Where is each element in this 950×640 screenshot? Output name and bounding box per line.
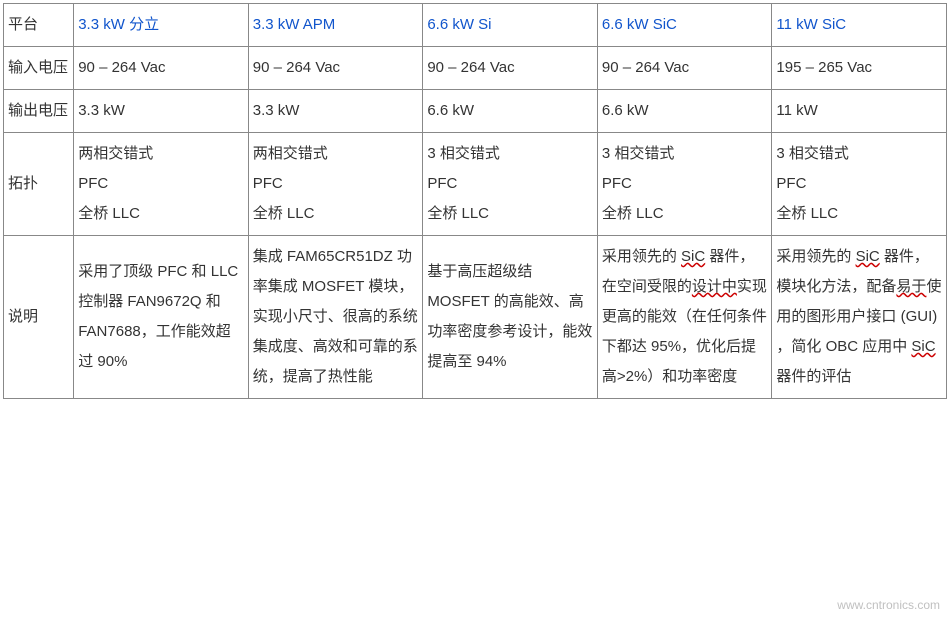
cell: 两相交错式PFC全桥 LLC xyxy=(248,133,423,236)
cell: 6.6 kW Si xyxy=(423,4,598,47)
cell: 90 – 264 Vac xyxy=(423,47,598,90)
cell: 采用领先的 SiC 器件，在空间受限的设计中实现更高的能效（在任何条件下都达 9… xyxy=(597,236,772,399)
table-row: 输出电压 3.3 kW 3.3 kW 6.6 kW 6.6 kW 11 kW xyxy=(4,90,947,133)
row-label: 平台 xyxy=(4,4,74,47)
platform-link[interactable]: 3.3 kW APM xyxy=(253,16,336,33)
row-label: 输入电压 xyxy=(4,47,74,90)
cell: 90 – 264 Vac xyxy=(248,47,423,90)
cell: 3.3 kW xyxy=(74,90,249,133)
cell: 两相交错式PFC全桥 LLC xyxy=(74,133,249,236)
cell: 11 kW xyxy=(772,90,947,133)
cell: 195 – 265 Vac xyxy=(772,47,947,90)
cell: 基于高压超级结 MOSFET 的高能效、高功率密度参考设计，能效提高至 94% xyxy=(423,236,598,399)
cell: 采用了顶级 PFC 和 LLC 控制器 FAN9672Q 和 FAN7688，工… xyxy=(74,236,249,399)
cell: 6.6 kW SiC xyxy=(597,4,772,47)
platform-link[interactable]: 11 kW SiC xyxy=(776,16,846,33)
table-row: 说明 采用了顶级 PFC 和 LLC 控制器 FAN9672Q 和 FAN768… xyxy=(4,236,947,399)
platform-link[interactable]: 6.6 kW Si xyxy=(427,16,491,33)
cell: 3 相交错式PFC全桥 LLC xyxy=(597,133,772,236)
cell: 3 相交错式PFC全桥 LLC xyxy=(423,133,598,236)
cell: 3.3 kW APM xyxy=(248,4,423,47)
row-label: 说明 xyxy=(4,236,74,399)
cell: 90 – 264 Vac xyxy=(597,47,772,90)
cell: 90 – 264 Vac xyxy=(74,47,249,90)
spec-table: 平台 3.3 kW 分立 3.3 kW APM 6.6 kW Si 6.6 kW… xyxy=(3,3,947,399)
cell: 11 kW SiC xyxy=(772,4,947,47)
cell: 3 相交错式PFC全桥 LLC xyxy=(772,133,947,236)
cell: 3.3 kW 分立 xyxy=(74,4,249,47)
table-row: 平台 3.3 kW 分立 3.3 kW APM 6.6 kW Si 6.6 kW… xyxy=(4,4,947,47)
table-row: 输入电压 90 – 264 Vac 90 – 264 Vac 90 – 264 … xyxy=(4,47,947,90)
cell: 采用领先的 SiC 器件，模块化方法，配备易于使用的图形用户接口 (GUI) ，… xyxy=(772,236,947,399)
row-label: 输出电压 xyxy=(4,90,74,133)
cell: 3.3 kW xyxy=(248,90,423,133)
cell: 集成 FAM65CR51DZ 功率集成 MOSFET 模块，实现小尺寸、很高的系… xyxy=(248,236,423,399)
table-body: 平台 3.3 kW 分立 3.3 kW APM 6.6 kW Si 6.6 kW… xyxy=(4,4,947,399)
cell: 6.6 kW xyxy=(423,90,598,133)
platform-link[interactable]: 3.3 kW 分立 xyxy=(78,16,159,33)
watermark-text: www.cntronics.com xyxy=(837,598,940,612)
table-row: 拓扑 两相交错式PFC全桥 LLC 两相交错式PFC全桥 LLC 3 相交错式P… xyxy=(4,133,947,236)
row-label: 拓扑 xyxy=(4,133,74,236)
cell: 6.6 kW xyxy=(597,90,772,133)
platform-link[interactable]: 6.6 kW SiC xyxy=(602,16,677,33)
